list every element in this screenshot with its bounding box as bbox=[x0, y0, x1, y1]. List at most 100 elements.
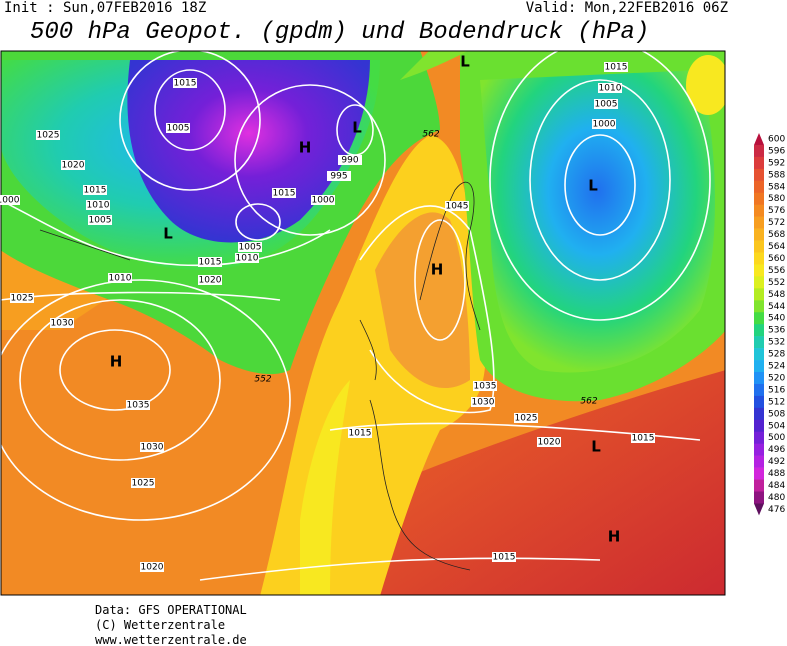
coastlines bbox=[39, 181, 481, 571]
footer-line: www.wetterzentrale.de bbox=[95, 633, 247, 646]
colorbar-swatch bbox=[754, 228, 764, 241]
colorbar: 600 596 592 588 584 580 576 572 568 564 560 556 552 5… bbox=[754, 133, 785, 516]
colorbar-swatch bbox=[754, 300, 764, 313]
map-area bbox=[1, 51, 725, 595]
isobar-label-box bbox=[131, 478, 155, 488]
colorbar-label: 528 bbox=[768, 350, 785, 360]
pressure-center: L bbox=[591, 438, 601, 456]
geopotential-label: 552 bbox=[254, 375, 271, 385]
colorbar-label: 588 bbox=[768, 170, 785, 180]
colorbar-swatch bbox=[754, 503, 764, 516]
isobar-label: 1015 bbox=[349, 429, 372, 439]
pressure-center: L bbox=[163, 225, 173, 243]
isobar-label: 1015 bbox=[174, 79, 197, 89]
isobar-label: 1000 bbox=[0, 196, 20, 206]
colorbar-label: 496 bbox=[768, 445, 785, 455]
colorbar-swatch bbox=[754, 467, 764, 480]
pressure-center: H bbox=[299, 139, 312, 157]
isobar-label: 1005 bbox=[239, 243, 262, 253]
pressure-center: H bbox=[110, 353, 123, 371]
colorbar-label: 568 bbox=[768, 230, 785, 240]
isobar-label-box bbox=[235, 253, 259, 263]
isobar-label: 1010 bbox=[87, 201, 110, 211]
colorbar-label: 560 bbox=[768, 254, 785, 264]
isobar-label-box bbox=[594, 99, 618, 109]
isobar-label-box bbox=[327, 171, 351, 181]
isobar-label: 1010 bbox=[109, 274, 132, 284]
isobar-label: 1030 bbox=[141, 443, 164, 453]
pressure-center: H bbox=[431, 261, 444, 279]
isobar-label: 1015 bbox=[199, 258, 222, 268]
map-labels: 1015 1005 1025 1020 1015 1010 1005 1000 1015 1000… bbox=[0, 53, 655, 573]
colorbar-label: 488 bbox=[768, 469, 785, 479]
isobar-label-box bbox=[166, 123, 190, 133]
isobar-label: 1020 bbox=[62, 161, 85, 171]
colorbar-label: 544 bbox=[768, 302, 785, 312]
colorbar-swatch bbox=[754, 372, 764, 385]
footer-line: (C) Wetterzentrale bbox=[95, 618, 225, 632]
colorbar-label: 548 bbox=[768, 290, 785, 300]
colorbar-label: 552 bbox=[768, 278, 785, 288]
isobar-label: 1015 bbox=[632, 434, 655, 444]
isobar-label-box bbox=[61, 160, 85, 170]
colorbar-label: 532 bbox=[768, 338, 785, 348]
isobar-label-box bbox=[492, 552, 516, 562]
isobar-label-box bbox=[83, 185, 107, 195]
isobar-label-box bbox=[108, 273, 132, 283]
valid-time: Valid: Mon,22FEB2016 06Z bbox=[526, 0, 728, 16]
isobar-label: 1025 bbox=[515, 414, 538, 424]
colorbar-label: 580 bbox=[768, 194, 785, 204]
footer-line: Data: GFS OPERATIONAL bbox=[95, 603, 247, 617]
geopotential-label: 562 bbox=[422, 130, 439, 140]
isobar-label-box bbox=[36, 130, 60, 140]
colorbar-label: 536 bbox=[768, 326, 785, 336]
colorbar-swatch bbox=[754, 168, 764, 182]
colorbar-label: 572 bbox=[768, 218, 785, 228]
pressure-center: L bbox=[460, 53, 470, 71]
colorbar-swatch bbox=[754, 204, 764, 217]
colorbar-swatch bbox=[754, 431, 764, 444]
isobars bbox=[1, 51, 711, 581]
isobar-label: 1005 bbox=[89, 216, 112, 226]
isobar-label: 1025 bbox=[11, 294, 34, 304]
colorbar-label: 576 bbox=[768, 206, 785, 216]
isobar-label: 1005 bbox=[595, 100, 618, 110]
colorbar-swatch bbox=[754, 455, 764, 468]
colorbar-label: 480 bbox=[768, 493, 785, 503]
colorbar-swatch bbox=[754, 383, 764, 397]
colorbar-label: 596 bbox=[768, 146, 785, 156]
colorbar-swatch bbox=[754, 419, 764, 433]
colorbar-swatch bbox=[754, 360, 764, 373]
isobar-label-box bbox=[592, 119, 616, 129]
colorbar-label: 564 bbox=[768, 242, 785, 252]
isobar-label: 1025 bbox=[132, 479, 155, 489]
colorbar-swatch bbox=[754, 180, 764, 194]
isobar-label-box bbox=[50, 318, 74, 328]
init-time: Init : Sun,07FEB2016 18Z bbox=[4, 0, 206, 16]
isobar-label: 1010 bbox=[599, 84, 622, 94]
colorbar-label: 516 bbox=[768, 385, 785, 395]
colorbar-swatch bbox=[754, 407, 764, 421]
colorbar-swatch bbox=[754, 276, 764, 289]
pressure-center: H bbox=[608, 528, 621, 546]
pressure-center: L bbox=[352, 119, 362, 137]
colorbar-label: 520 bbox=[768, 373, 785, 383]
isobar-label: 1035 bbox=[127, 401, 150, 411]
colorbar-label: 504 bbox=[768, 421, 785, 431]
isobar-label: 1000 bbox=[312, 196, 335, 206]
isobar-label-box bbox=[311, 195, 335, 205]
isobar-label-box bbox=[514, 413, 538, 423]
colorbar-label: 540 bbox=[768, 314, 785, 324]
colorbar-swatch bbox=[754, 324, 764, 337]
isobar-label-box bbox=[604, 62, 628, 72]
isobar-label: 1045 bbox=[446, 202, 469, 212]
colorbar-swatch bbox=[754, 252, 764, 265]
isobar-label: 990 bbox=[341, 156, 358, 166]
isobar-label: 1035 bbox=[474, 382, 497, 392]
colorbar-label: 592 bbox=[768, 158, 785, 168]
colorbar-swatch bbox=[754, 144, 764, 158]
colorbar-label: 584 bbox=[768, 182, 785, 192]
isobar-label-box bbox=[10, 293, 34, 303]
isobar-label: 1015 bbox=[493, 553, 516, 563]
colorbar-label: 476 bbox=[768, 505, 785, 515]
